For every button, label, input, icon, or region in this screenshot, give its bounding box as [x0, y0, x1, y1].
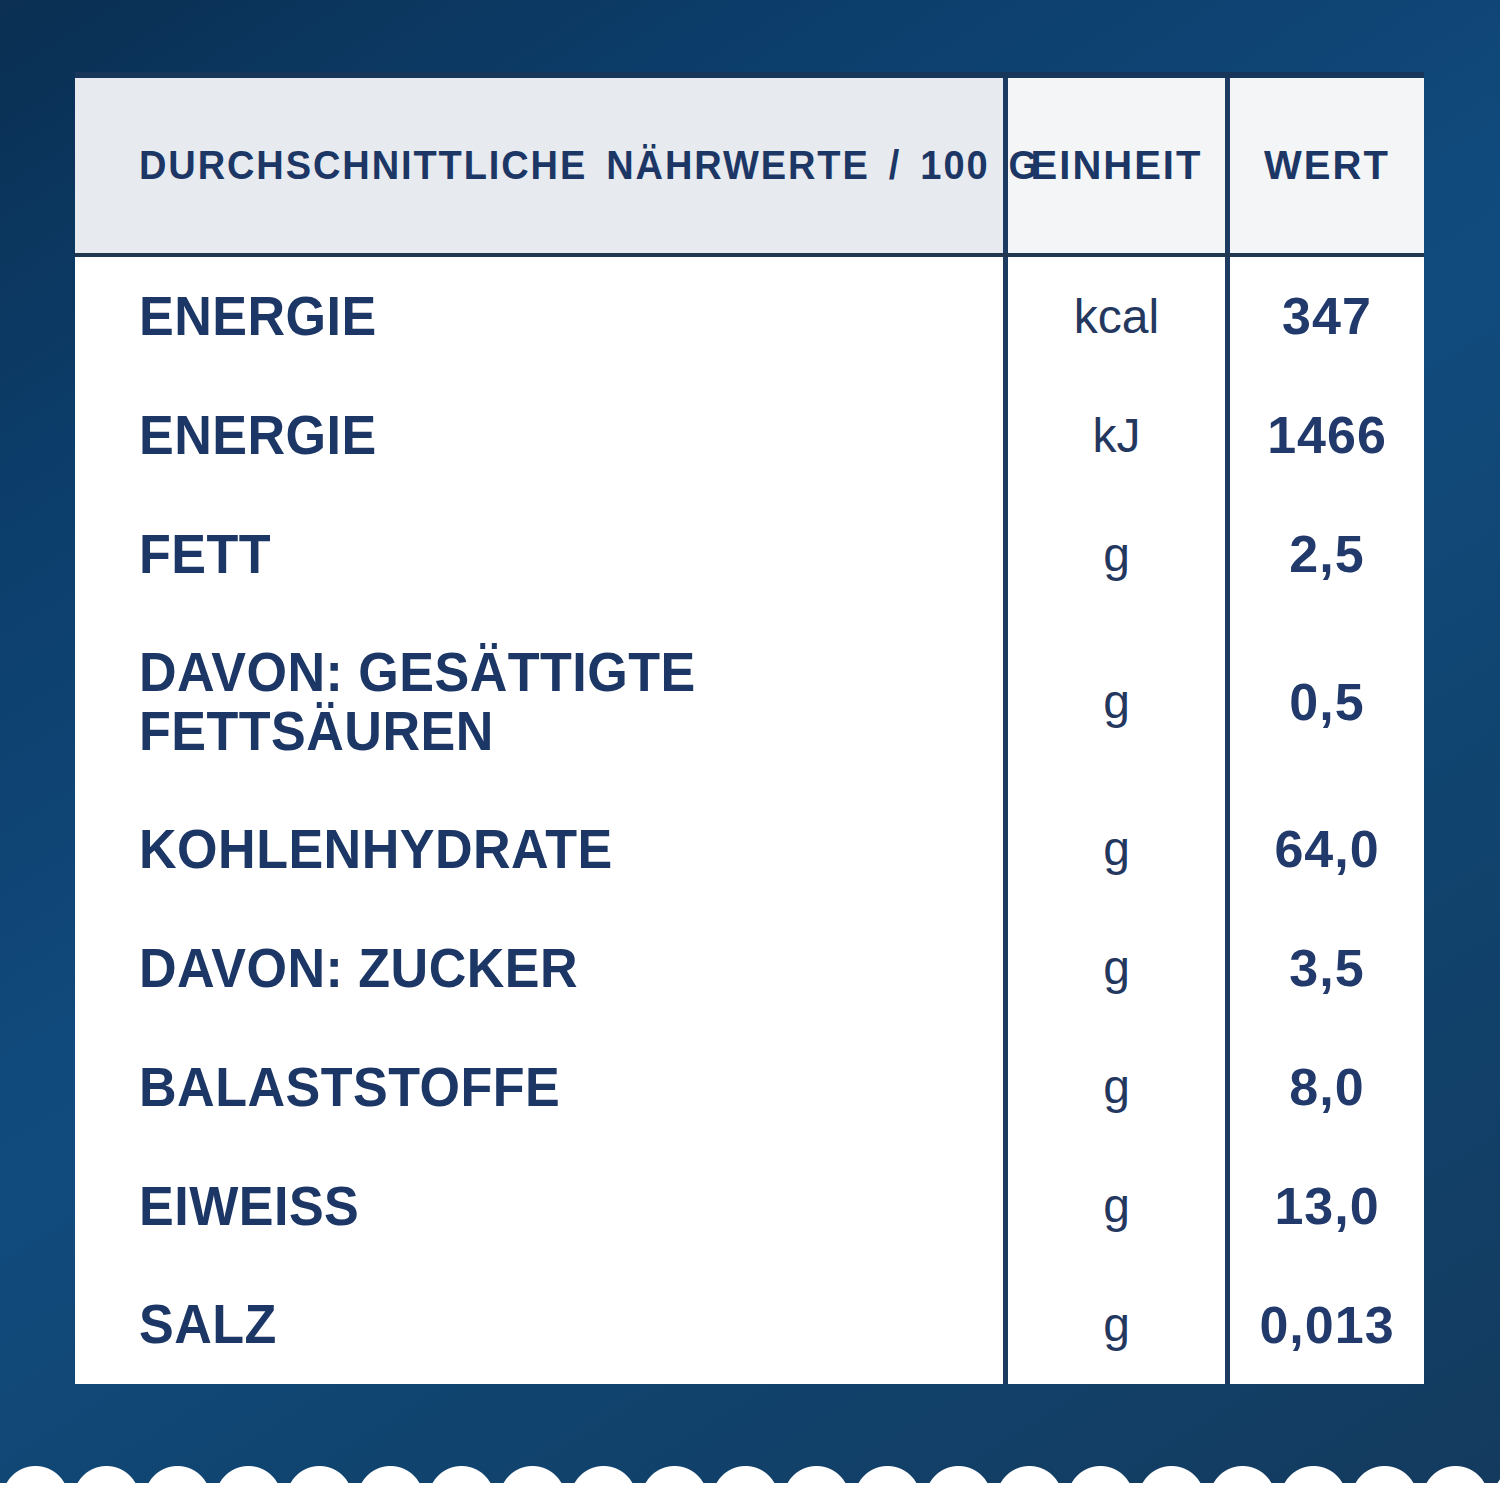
- nutrient-value: 0,013: [1259, 1295, 1394, 1355]
- table-row-energie-kcal: ENERGIE kcal 347: [75, 257, 1424, 376]
- nutrient-value: 13,0: [1274, 1176, 1379, 1236]
- nutrient-value: 347: [1282, 286, 1372, 346]
- nutrient-unit-cell: g: [1008, 614, 1230, 789]
- table-row-gesaettigte-fettsaeuren: DAVON: GESÄTTIGTE FETTSÄUREN g 0,5: [75, 614, 1424, 789]
- nutrient-unit-cell: g: [1008, 908, 1230, 1027]
- nutrient-unit: g: [1103, 940, 1130, 995]
- nutrition-label-graphic: DURCHSCHNITTLICHE NÄHRWERTE / 100 G EINH…: [0, 0, 1500, 1500]
- nutrient-unit: g: [1103, 1059, 1130, 1114]
- nutrient-unit: g: [1103, 1297, 1130, 1352]
- nutrient-label-cell: DAVON: GESÄTTIGTE FETTSÄUREN: [75, 614, 1008, 789]
- nutrient-label: ENERGIE: [139, 287, 377, 345]
- nutrient-unit-cell: g: [1008, 1265, 1230, 1384]
- nutrient-label: SALZ: [139, 1295, 277, 1353]
- nutrient-label-cell: ENERGIE: [75, 376, 1008, 495]
- nutrient-value-cell: 13,0: [1230, 1146, 1424, 1265]
- table-row-kohlenhydrate: KOHLENHYDRATE g 64,0: [75, 789, 1424, 908]
- nutrient-value: 2,5: [1289, 524, 1364, 584]
- nutrient-value-cell: 0,013: [1230, 1265, 1424, 1384]
- nutrient-value-cell: 347: [1230, 257, 1424, 376]
- bottom-edge-strip: [0, 1483, 1500, 1500]
- nutrient-value-cell: 2,5: [1230, 495, 1424, 614]
- nutrient-label-cell: FETT: [75, 495, 1008, 614]
- nutrient-label-cell: ENERGIE: [75, 257, 1008, 376]
- nutrient-unit: kcal: [1074, 289, 1159, 344]
- nutrient-label: BALASTSTOFFE: [139, 1058, 560, 1116]
- table-row-fett: FETT g 2,5: [75, 495, 1424, 614]
- nutrient-value-cell: 1466: [1230, 376, 1424, 495]
- nutrient-unit-cell: g: [1008, 1027, 1230, 1146]
- table-row-energie-kj: ENERGIE kJ 1466: [75, 376, 1424, 495]
- nutrient-label-cell: BALASTSTOFFE: [75, 1027, 1008, 1146]
- nutrient-value-cell: 0,5: [1230, 614, 1424, 789]
- nutrient-value: 1466: [1267, 405, 1387, 465]
- nutrient-value-cell: 64,0: [1230, 789, 1424, 908]
- nutrient-label-cell: DAVON: ZUCKER: [75, 908, 1008, 1027]
- nutrient-unit-cell: g: [1008, 789, 1230, 908]
- nutrient-label: FETT: [139, 525, 271, 583]
- table-row-salz: SALZ g 0,013: [75, 1265, 1424, 1384]
- nutrient-label-cell: KOHLENHYDRATE: [75, 789, 1008, 908]
- nutrient-unit: kJ: [1093, 408, 1141, 463]
- nutrient-unit-cell: kcal: [1008, 257, 1230, 376]
- nutrient-unit: g: [1103, 821, 1130, 876]
- nutrient-label: KOHLENHYDRATE: [139, 820, 613, 878]
- table-row-eiweiss: EIWEISS g 13,0: [75, 1146, 1424, 1265]
- table-row-zucker: DAVON: ZUCKER g 3,5: [75, 908, 1424, 1027]
- nutrient-label-cell: EIWEISS: [75, 1146, 1008, 1265]
- header-value-column: WERT: [1230, 78, 1424, 253]
- nutrient-unit: g: [1103, 527, 1130, 582]
- nutrient-label: ENERGIE: [139, 406, 377, 464]
- nutrient-value: 8,0: [1289, 1057, 1364, 1117]
- nutrient-unit-cell: g: [1008, 1146, 1230, 1265]
- nutrient-value-cell: 8,0: [1230, 1027, 1424, 1146]
- header-unit-column: EINHEIT: [1008, 78, 1230, 253]
- nutrient-unit-cell: kJ: [1008, 376, 1230, 495]
- nutrient-value: 64,0: [1274, 819, 1379, 879]
- nutrient-unit-cell: g: [1008, 495, 1230, 614]
- nutrient-label: EIWEISS: [139, 1177, 359, 1235]
- header-nutrients-column: DURCHSCHNITTLICHE NÄHRWERTE / 100 G: [75, 78, 1008, 253]
- wavy-receipt-edge: [0, 1463, 1500, 1483]
- header-value-label: WERT: [1264, 143, 1390, 188]
- table-header-row: DURCHSCHNITTLICHE NÄHRWERTE / 100 G EINH…: [75, 78, 1424, 257]
- nutrient-value: 0,5: [1289, 672, 1364, 732]
- table-row-balaststoffe: BALASTSTOFFE g 8,0: [75, 1027, 1424, 1146]
- nutrient-value: 3,5: [1289, 938, 1364, 998]
- nutrient-label-cell: SALZ: [75, 1265, 1008, 1384]
- nutrient-label: DAVON: ZUCKER: [139, 939, 578, 997]
- header-nutrients-label: DURCHSCHNITTLICHE NÄHRWERTE / 100 G: [139, 143, 1040, 188]
- nutrient-label: DAVON: GESÄTTIGTE FETTSÄUREN: [139, 643, 696, 759]
- header-unit-label: EINHEIT: [1031, 143, 1203, 188]
- nutrient-unit: g: [1103, 1178, 1130, 1233]
- nutrient-value-cell: 3,5: [1230, 908, 1424, 1027]
- nutrient-unit: g: [1103, 674, 1130, 729]
- nutrition-table: DURCHSCHNITTLICHE NÄHRWERTE / 100 G EINH…: [75, 72, 1424, 1384]
